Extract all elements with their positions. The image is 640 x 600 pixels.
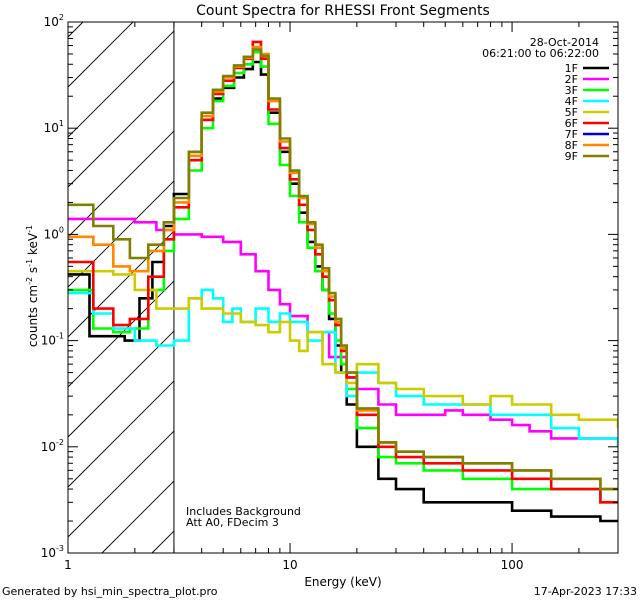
y-tick-label: 10-1	[41, 332, 64, 348]
y-axis-label-exp1: -2	[25, 277, 34, 285]
y-axis-label: counts cm-2 s-1 keV-1	[25, 225, 40, 347]
legend-label-9F: 9F	[565, 150, 578, 163]
legend-label-2F: 2F	[565, 73, 578, 86]
date-label: 28-Oct-2014	[530, 36, 599, 49]
plot-frame	[67, 21, 619, 554]
hatch-line	[67, 230, 175, 338]
x-tick-label: 100	[501, 558, 524, 572]
timestamp-footer: 17-Apr-2023 17:33	[534, 585, 637, 598]
legend-label-4F: 4F	[565, 95, 578, 108]
series-line-4F	[68, 288, 618, 447]
annotation-attenuator: Att A0, FDecim 3	[186, 516, 279, 529]
hatch-line	[67, 30, 175, 138]
y-tick-label: 102	[44, 13, 64, 29]
hatch-line	[67, 80, 175, 188]
legend-label-7F: 7F	[565, 128, 578, 141]
y-tick-label: 101	[44, 119, 64, 135]
legend-label-5F: 5F	[565, 106, 578, 119]
y-tick-label: 10-2	[41, 438, 64, 454]
y-axis-label-exp2: -1	[25, 259, 34, 267]
series-line-1F	[68, 60, 618, 523]
hatch-line	[67, 21, 134, 88]
hatch-line	[67, 180, 175, 288]
y-tick-label: 10-3	[41, 544, 64, 560]
chart-title: Count Spectra for RHESSI Front Segments	[196, 3, 490, 19]
legend-label-6F: 6F	[565, 117, 578, 130]
annotation-background: Includes Background	[186, 505, 301, 518]
legend-label-8F: 8F	[565, 139, 578, 152]
hatch-line	[101, 480, 175, 554]
legend-label-3F: 3F	[565, 84, 578, 97]
series-group	[68, 40, 618, 523]
x-axis-label: Energy (keV)	[304, 575, 381, 589]
legend-label-1F: 1F	[565, 62, 578, 75]
series-line-2F	[68, 217, 618, 440]
series-line-9F	[68, 48, 618, 491]
hatch-line	[151, 530, 175, 554]
generated-by-footer: Generated by hsi_min_spectra_plot.pro	[2, 585, 218, 598]
hatch-line	[67, 330, 175, 438]
hatch-line	[67, 21, 84, 38]
y-tick-label: 100	[44, 225, 64, 241]
hatch-line	[67, 430, 175, 538]
y-axis-label-exp3: -1	[25, 225, 34, 233]
axes: 1 10 100 10-3 10-2 10-1 100 101 102	[41, 13, 619, 572]
x-tick-label: 10	[282, 558, 297, 572]
y-axis-label-mid: s	[26, 267, 40, 277]
time-range-label: 06:21:00 to 06:22:00	[482, 47, 599, 60]
hatch-line	[67, 380, 175, 488]
excluded-region	[67, 21, 175, 554]
x-tick-label: 1	[64, 558, 72, 572]
y-axis-label-unit: keV	[26, 232, 40, 259]
series-line-5F	[68, 269, 618, 429]
y-axis-label-base: counts cm	[26, 285, 40, 347]
